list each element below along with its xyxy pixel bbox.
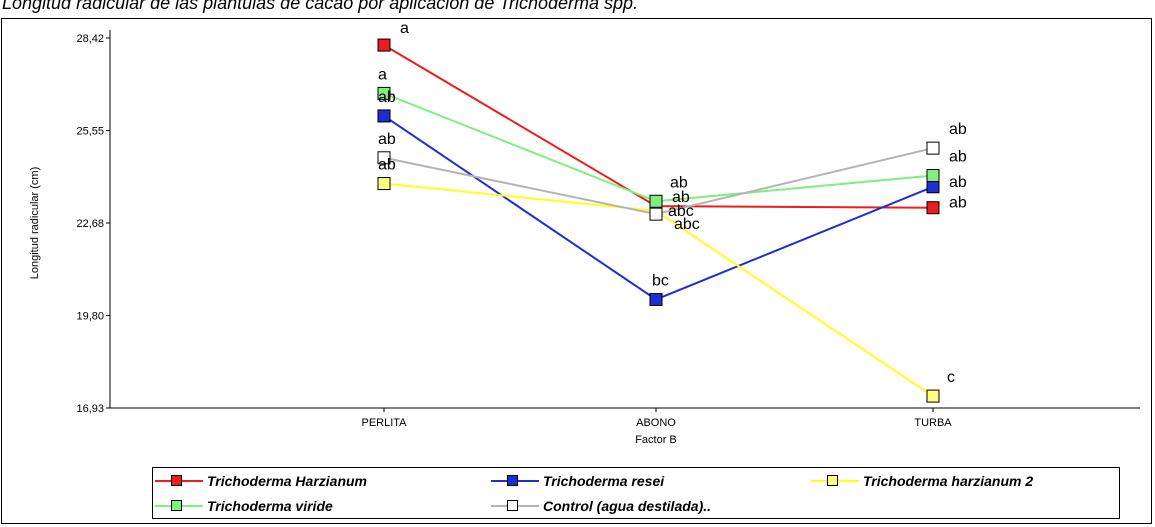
point-label: ab [672,189,690,206]
y-tick-label: 28,42 [76,33,104,45]
x-tick-label: PERLITA [361,417,407,429]
data-point [377,151,391,165]
data-point [377,109,391,123]
legend-swatch [811,474,859,488]
legend-swatch [491,499,539,513]
point-label: ab [949,174,967,191]
legend-marker [507,500,518,511]
y-tick-label: 25,55 [76,126,104,138]
legend-item: Trichoderma resei [491,472,664,490]
series-markers [377,38,940,403]
legend-label: Trichoderma resei [543,473,665,489]
data-point [926,180,940,194]
data-point [926,201,940,215]
legend-label: Trichoderma harzianum 2 [863,473,1034,489]
legend-item: Trichoderma viride [155,497,333,515]
point-label: c [947,369,955,386]
y-tick-label: 16,93 [76,403,104,415]
x-axis-title: Factor B [635,434,677,446]
legend-marker [827,475,838,486]
legend-item: Trichoderma Harzianum [155,472,367,490]
legend-swatch [491,474,539,488]
legend-label: Trichoderma Harzianum [207,473,368,489]
axes: 28,42 25,55 22,68 19,80 16,93 PERLITA ABONO TUR… [29,30,1140,446]
data-point [377,86,391,100]
point-label: ab [949,149,967,166]
data-point [926,389,940,403]
data-point [649,207,663,221]
legend-item: Control (agua destilada).. [491,497,711,515]
legend-swatch [155,499,203,513]
point-label: abc [668,203,694,220]
data-point [377,177,391,191]
point-label: a [400,20,409,37]
series-line [383,92,934,203]
legend-item: Trichoderma harzianum 2 [811,472,1033,490]
legend-label: Trichoderma viride [207,498,333,514]
x-tick-label: ABONO [636,417,676,429]
y-tick-label: 19,80 [76,311,104,323]
data-point [377,38,391,52]
point-label: ab [670,174,688,191]
chart-frame [1,18,1152,524]
point-label: ab [378,89,396,106]
point-label: a [378,66,387,83]
point-label: abc [674,216,700,233]
legend-marker [171,500,182,511]
chart-title: Longitud radicular de las plántulas de c… [2,0,639,13]
legend-marker [507,475,518,486]
legend-marker [171,475,182,486]
legend: Trichoderma Harzianum Trichoderma resei … [152,467,1120,519]
point-label: ab [378,157,396,174]
y-axis-title: Longitud radicular (cm) [29,167,41,280]
data-point [926,169,940,183]
point-label: ab [949,195,967,212]
point-label: ab [949,121,967,138]
legend-swatch [155,474,203,488]
legend-label: Control (agua destilada).. [543,498,712,514]
data-point [649,292,663,306]
data-point [649,194,663,208]
point-label: bc [652,272,669,289]
y-tick-label: 22,68 [76,218,104,230]
point-label: ab [378,131,396,148]
data-point [926,141,940,155]
x-tick-label: TURBA [914,417,952,429]
